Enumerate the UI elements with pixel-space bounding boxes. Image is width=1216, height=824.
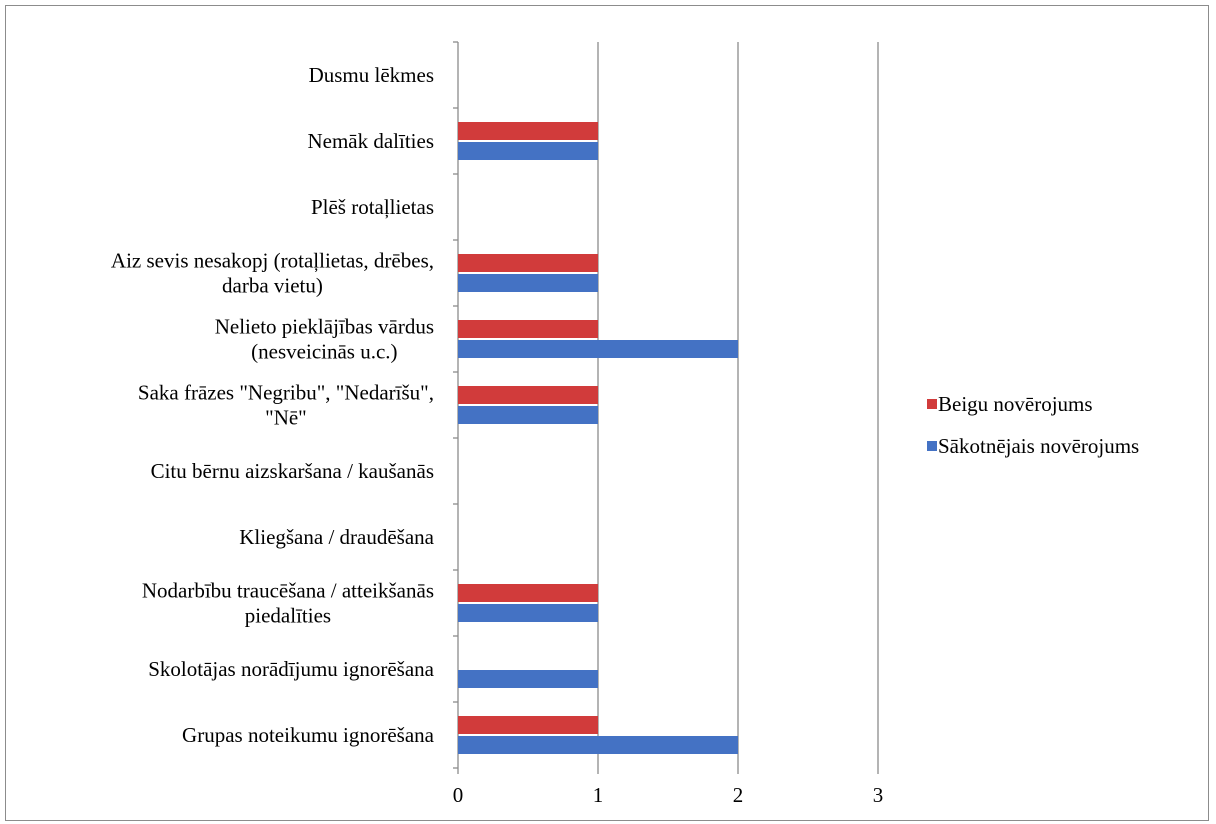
category-label: Nelieto pieklājības vārdus	[215, 315, 434, 339]
x-tick-label: 3	[873, 783, 884, 807]
bar-beigu-7	[458, 254, 598, 272]
category-label: Saka frāzes "Negribu", "Nedarīšu",	[138, 381, 434, 405]
category-label: piedalīties	[245, 604, 331, 628]
category-label: "Nē"	[265, 406, 307, 430]
category-label: Plēš rotaļlietas	[311, 195, 434, 219]
bar-sakotnejais-5	[458, 406, 598, 424]
bar-sakotnejais-0	[458, 736, 738, 754]
bar-sakotnejais-9	[458, 142, 598, 160]
category-label: Kliegšana / draudēšana	[239, 525, 434, 549]
category-label: Skolotājas norādījumu ignorēšana	[148, 657, 434, 681]
category-label: (nesveicinās u.c.)	[251, 340, 397, 364]
bar-beigu-5	[458, 386, 598, 404]
category-label: Dusmu lēkmes	[309, 63, 434, 87]
legend-label-1: Sākotnējais novērojums	[938, 434, 1139, 458]
category-label: Citu bērnu aizskaršana / kaušanās	[151, 459, 434, 483]
bar-beigu-2	[458, 584, 598, 602]
legend-swatch-0	[927, 399, 937, 409]
x-tick-label: 1	[593, 783, 604, 807]
category-label: Nemāk dalīties	[307, 129, 434, 153]
bar-beigu-9	[458, 122, 598, 140]
chart-frame: 0 1 2 3 Grupas noteikumu ignorēšana Skolotāja…	[5, 5, 1209, 821]
category-label: Aiz sevis nesakopj (rotaļlietas, drēbes,	[111, 249, 434, 273]
bar-sakotnejais-1	[458, 670, 598, 688]
category-label: darba vietu)	[222, 274, 323, 298]
chart-svg: 0 1 2 3 Grupas noteikumu ignorēšana Skolotāja…	[111, 41, 1139, 807]
legend-label-0: Beigu novērojums	[938, 392, 1093, 416]
x-tick-label: 0	[453, 783, 464, 807]
bar-beigu-6	[458, 320, 598, 338]
bar-sakotnejais-2	[458, 604, 598, 622]
bar-sakotnejais-7	[458, 274, 598, 292]
x-tick-label: 2	[733, 783, 744, 807]
category-label: Nodarbību traucēšana / atteikšanās	[142, 579, 434, 603]
bar-beigu-0	[458, 716, 598, 734]
category-label: Grupas noteikumu ignorēšana	[182, 723, 435, 747]
bar-sakotnejais-6	[458, 340, 738, 358]
legend-swatch-1	[927, 441, 937, 451]
